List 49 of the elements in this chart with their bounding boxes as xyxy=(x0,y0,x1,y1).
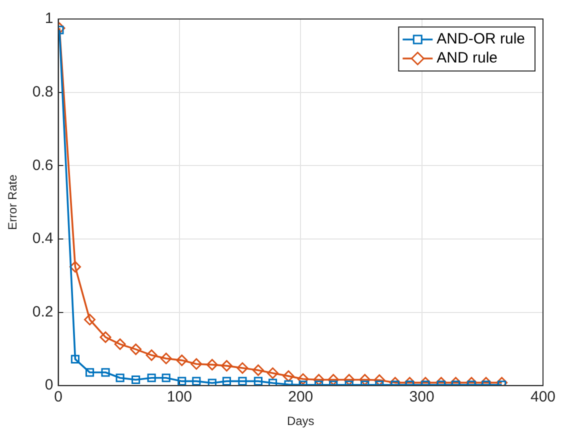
point xyxy=(282,370,294,382)
point xyxy=(146,349,158,361)
point xyxy=(313,374,325,386)
point xyxy=(496,376,508,386)
point xyxy=(162,374,170,382)
point xyxy=(238,376,247,386)
point xyxy=(84,314,96,326)
point xyxy=(130,344,142,356)
point xyxy=(220,360,232,372)
point xyxy=(254,376,262,386)
point xyxy=(100,331,112,343)
point xyxy=(208,378,216,386)
point xyxy=(176,354,188,366)
point xyxy=(359,374,371,386)
point xyxy=(343,374,355,386)
point xyxy=(116,374,124,382)
point xyxy=(101,368,110,377)
y-tick-label: 0.6 xyxy=(32,156,54,174)
point xyxy=(267,367,279,379)
point xyxy=(147,374,156,382)
point xyxy=(236,362,248,374)
point xyxy=(160,352,172,364)
x-tick-label: 400 xyxy=(530,388,556,406)
point xyxy=(178,376,186,386)
x-tick-label: 100 xyxy=(166,388,192,406)
x-tick-label: 200 xyxy=(288,388,314,406)
y-tick-label: 0 xyxy=(44,376,54,394)
y-tick-label: 1 xyxy=(44,10,54,28)
point xyxy=(297,373,309,385)
point xyxy=(268,378,278,386)
x-tick-label: 300 xyxy=(409,388,434,406)
x-axis-title: Days xyxy=(286,414,314,428)
point xyxy=(192,376,201,386)
legend-label: AND-OR rule xyxy=(436,30,526,48)
point xyxy=(252,364,264,376)
y-axis-title: Error Rate xyxy=(6,174,20,230)
point xyxy=(132,375,140,384)
point xyxy=(70,354,80,364)
point xyxy=(328,374,340,386)
point xyxy=(222,376,231,386)
legend-label: AND rule xyxy=(436,50,498,67)
y-tick-label: 0.8 xyxy=(32,83,54,100)
y-tick-label: 0.4 xyxy=(32,230,54,248)
point xyxy=(114,338,126,350)
point xyxy=(190,358,202,370)
y-tick-label: 0.2 xyxy=(32,303,54,320)
point xyxy=(85,368,94,377)
point xyxy=(69,261,81,273)
point xyxy=(206,358,218,370)
